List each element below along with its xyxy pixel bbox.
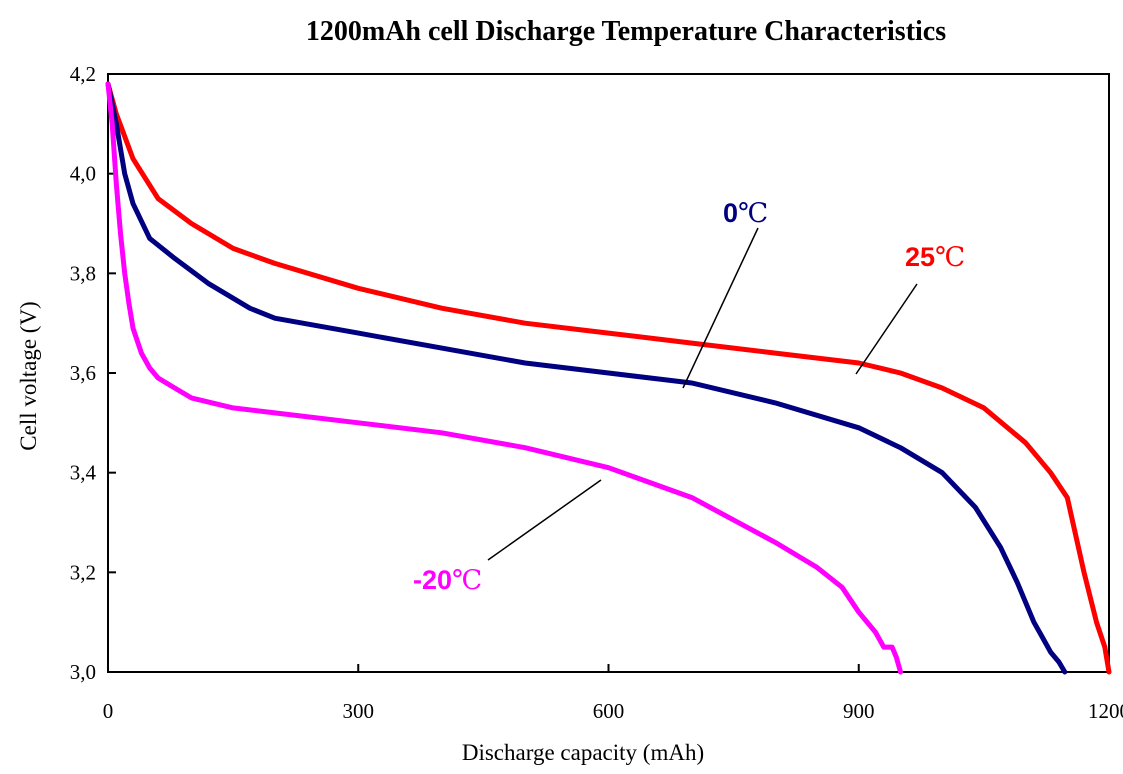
y-tick-label: 3,2 [70, 560, 96, 584]
series-lines [105, 81, 1112, 675]
axis-ticks: 0 300 600 900 1200 3,0 3,2 3,4 3,6 3,8 4,0 4,2 [70, 62, 1123, 723]
x-tick-label: 300 [343, 699, 375, 723]
series-label-unit: ℃ [935, 242, 965, 272]
series-label-unit: ℃ [452, 565, 482, 595]
x-axis-label: Discharge capacity (mAh) [462, 740, 704, 765]
series-label-value: 0 [723, 198, 738, 228]
series-line-2 [105, 81, 1068, 675]
series-label-leader-line [487, 479, 602, 561]
y-tick-label: 4,2 [70, 62, 96, 86]
y-axis-label: Cell voltage (V) [16, 301, 41, 450]
y-tick-label: 3,8 [70, 261, 96, 285]
x-tick-label: 1200 [1088, 699, 1123, 723]
series-label-value: -20 [413, 565, 452, 595]
series-label-leader-line [855, 283, 918, 375]
series-line-1 [105, 81, 1112, 675]
y-tick-label: 3,0 [70, 660, 96, 684]
chart-title: 1200mAh cell Discharge Temperature Chara… [306, 16, 946, 47]
series-label-leader-line [682, 227, 759, 389]
series-labels: 25℃0℃-20℃ [413, 198, 965, 595]
series-label-2: 0℃ [723, 198, 768, 228]
y-tick-label: 3,6 [70, 361, 96, 385]
y-tick-label: 4,0 [70, 162, 96, 186]
series-label-unit: ℃ [738, 198, 768, 228]
x-tick-label: 0 [103, 699, 114, 723]
x-tick-label: 600 [593, 699, 625, 723]
series-label-3: -20℃ [413, 565, 482, 595]
series-line-3 [105, 81, 903, 675]
y-tick-label: 3,4 [70, 461, 97, 485]
x-tick-label: 900 [843, 699, 875, 723]
series-label-value: 25 [905, 242, 935, 272]
series-label-1: 25℃ [905, 242, 965, 272]
